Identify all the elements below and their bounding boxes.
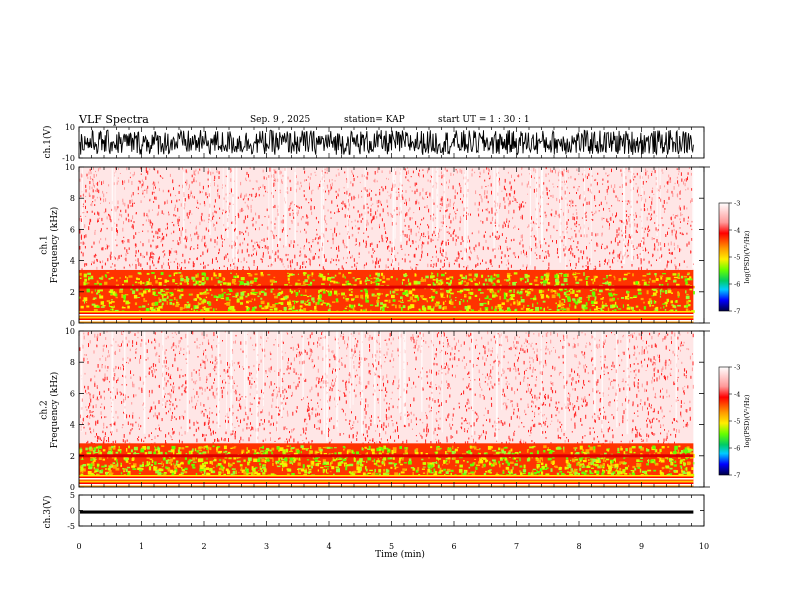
x-tick-label: 7	[514, 542, 519, 551]
x-tick-label: 5	[389, 542, 394, 551]
ch3-waveform-panel: 5 0 -5	[67, 491, 705, 531]
x-tick-label: 8	[576, 542, 581, 551]
panel-frame	[78, 166, 705, 324]
y-tick-label: 6	[70, 225, 75, 234]
ch1-spectrogram-panel: 0 2 4 6 8 10	[65, 163, 710, 328]
y-tick-label: 10	[65, 123, 75, 132]
y-tick-label: 0	[70, 319, 75, 328]
ch3-waveform-ylabel: ch.3(V)	[42, 496, 53, 529]
y-tick-label: 4	[70, 421, 75, 430]
colorbar-tick-label: -4	[734, 391, 740, 399]
y-tick-label: 8	[70, 358, 75, 367]
y-tick-label: -5	[67, 522, 75, 531]
spectrogram-streaks	[80, 331, 677, 443]
ch1-waveform-ylabel: ch.1(V)	[42, 126, 53, 159]
spectrogram-noise	[79, 167, 694, 274]
ch1-colorbar-label: log(PSD)(V²/Hz)	[743, 230, 751, 283]
x-tick-label: 0	[76, 542, 81, 551]
y-tick-label: 0	[70, 507, 75, 516]
colorbar-tick-label: -7	[734, 472, 740, 480]
x-tick-label: 6	[451, 542, 456, 551]
strong-frequency-line	[79, 454, 694, 458]
x-axis: 0 1 2 3 4 5 6 7 8 9 10	[76, 542, 709, 551]
x-tick-label: 2	[201, 542, 206, 551]
y-tick-label: 0	[70, 483, 75, 492]
ch3-waveform-band	[80, 510, 694, 514]
ch2-colorbar: -3 -4 -5 -6 -7 log(PSD)(V²/Hz)	[718, 364, 751, 480]
station-label: station= KAP	[344, 115, 405, 125]
y-tick-label: 5	[70, 491, 75, 500]
start-time-label: start UT = 1 : 30 : 1	[438, 115, 530, 125]
y-tick-label: 6	[70, 389, 75, 398]
ch1-waveform-line	[79, 129, 694, 156]
date-label: Sep. 9 , 2025	[250, 115, 311, 125]
panel-frame	[78, 330, 705, 488]
strong-frequency-line	[79, 285, 694, 289]
spectrogram-streaks	[81, 167, 694, 270]
x-tick-label: 1	[139, 542, 144, 551]
colorbar-tick-label: -7	[734, 308, 740, 316]
x-axis-label: Time (min)	[375, 549, 425, 560]
colorbar-tick-label: -5	[734, 418, 740, 426]
panel-frame	[78, 126, 705, 159]
ch1-colorbar-gradient	[718, 202, 730, 312]
colorbar-tick-label: -4	[734, 227, 740, 235]
bottom-stripes	[79, 311, 694, 323]
colorbar-tick-label: -3	[734, 364, 740, 372]
x-tick-label: 4	[326, 542, 331, 551]
ch1-spectrogram-ylabel: ch.1Frequency (kHz)	[39, 207, 59, 284]
y-tick-label: 10	[65, 327, 75, 336]
ch1-waveform-panel: 10 -10	[62, 123, 705, 163]
y-tick-label: 4	[70, 257, 75, 266]
colorbar-tick-label: -3	[734, 200, 740, 208]
ch2-colorbar-gradient	[718, 366, 730, 476]
ch1-colorbar: -3 -4 -5 -6 -7 log(PSD)(V²/Hz)	[718, 200, 751, 316]
colorbar-tick-label: -6	[734, 281, 740, 289]
bottom-stripes	[79, 475, 694, 487]
x-tick-label: 3	[264, 542, 269, 551]
y-tick-label: 10	[65, 163, 75, 172]
chart-title: VLF Spectra	[79, 113, 149, 126]
y-tick-label: 8	[70, 194, 75, 203]
y-tick-label: -10	[62, 154, 75, 163]
ch2-colorbar-label: log(PSD)(V²/Hz)	[743, 394, 751, 447]
y-tick-label: 2	[70, 452, 75, 461]
y-tick-label: 2	[70, 288, 75, 297]
ch2-spectrogram-ylabel: ch.2Frequency (kHz)	[39, 372, 59, 449]
ch2-spectrogram-panel: 0 2 4 6 8 10	[65, 327, 710, 492]
x-tick-label: 9	[639, 542, 644, 551]
colorbar-tick-label: -6	[734, 445, 740, 453]
x-tick-label: 10	[699, 542, 709, 551]
panel-frame	[78, 494, 705, 527]
colorbar-tick-label: -5	[734, 254, 740, 262]
